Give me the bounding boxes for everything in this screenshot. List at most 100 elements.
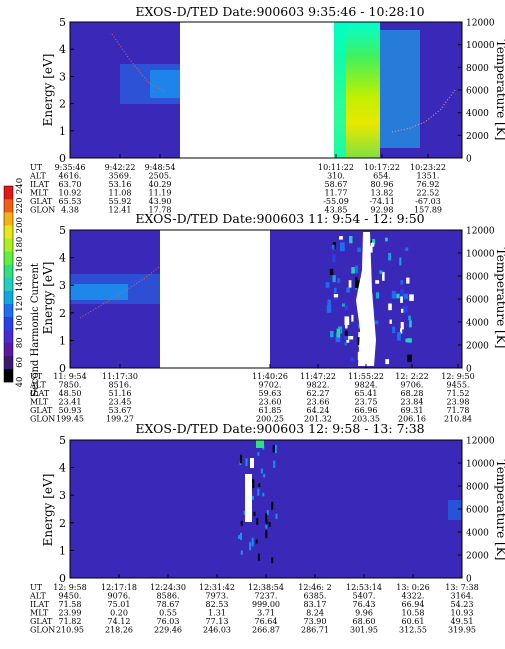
y-tick-label: 1	[59, 125, 66, 138]
table-cell: 9450.	[59, 592, 82, 601]
table-cell: 58.67	[325, 180, 348, 189]
colorbar-label: Second Harmonic Current	[30, 263, 41, 397]
table-cell: 199.27	[106, 415, 134, 424]
texture-mark	[265, 520, 268, 525]
table-cell: -67.03	[415, 197, 441, 206]
table-cell: 999.00	[252, 600, 280, 609]
panel-2: EXOS-D/TED Date:900603 11: 9:54 - 12: 9:…	[29, 211, 505, 424]
table-cell: 210.84	[444, 415, 472, 424]
texture-mark	[253, 511, 256, 516]
colorbar: 40 60 80 100 120 140 160 180 200 220 240 Second Ha…	[3, 178, 41, 397]
table-cell: 11:47:22	[300, 372, 336, 381]
table-cell: 3569.	[109, 172, 132, 181]
panel-3-ylabel: Energy [eV]	[41, 474, 55, 547]
texture-mark	[271, 557, 274, 564]
table-cell: 157.89	[414, 206, 442, 215]
y-right-tick-label: 0	[466, 575, 472, 585]
speckle	[335, 337, 341, 343]
table-cell: 23.84	[401, 398, 424, 407]
speckle	[344, 316, 350, 326]
y-tick-label: 1	[59, 334, 66, 347]
speckle	[370, 242, 375, 247]
row-label: UT	[30, 583, 43, 592]
speckle	[405, 247, 409, 251]
table-cell: 65.53	[59, 197, 82, 206]
speckle	[333, 287, 337, 294]
colorbar-tick-label: 180	[15, 237, 25, 253]
colorbar-tick-label: 220	[15, 197, 25, 213]
table-cell: 0.55	[159, 609, 177, 618]
row-label: GLON	[30, 415, 55, 424]
y-tick-label: 2	[59, 517, 66, 530]
speckle	[391, 290, 396, 299]
texture-mark	[265, 513, 268, 522]
table-cell: 654.	[373, 172, 391, 181]
y-tick-label: 1	[59, 544, 66, 557]
table-cell: 4.38	[61, 206, 79, 215]
y-right-tick-label: 12000	[466, 227, 495, 237]
table-cell: 0.20	[110, 609, 128, 618]
panel-1-plot	[69, 21, 463, 159]
table-cell: 75.01	[108, 600, 131, 609]
table-cell: 11: 9:54	[53, 372, 86, 381]
table-cell: 23.41	[59, 398, 82, 407]
table-cell: 8.24	[306, 609, 324, 618]
row-label: ILAT	[30, 600, 50, 609]
panel-2-plot	[69, 229, 463, 369]
colorbar-tick-label: 100	[15, 315, 25, 331]
y-tick-label: 0	[59, 362, 66, 375]
table-cell: 218.26	[105, 626, 133, 635]
colorbar-swatch	[4, 199, 13, 213]
table-cell: -74.11	[369, 197, 395, 206]
y-right-tick-label: 10000	[466, 250, 495, 260]
speckle	[372, 239, 376, 245]
speckle	[354, 280, 360, 289]
speckle	[375, 280, 380, 284]
y-right-tick-label: 0	[466, 365, 472, 375]
texture-mark	[273, 460, 276, 468]
speckle	[351, 267, 355, 274]
texture-mark	[249, 542, 252, 551]
table-cell: 66.96	[355, 406, 378, 415]
table-cell: 80.96	[371, 180, 394, 189]
row-label: ILAT	[30, 180, 50, 189]
texture-mark	[252, 495, 254, 500]
colorbar-swatch	[4, 290, 13, 304]
y-right-tick-label: 4000	[466, 109, 489, 119]
table-cell: 10.92	[59, 189, 82, 198]
speckle	[382, 271, 385, 281]
speckle	[355, 265, 359, 274]
speckle	[351, 314, 354, 322]
row-label: ILAT	[30, 389, 50, 398]
texture-mark	[260, 468, 263, 474]
panel-1-segment-a-band-core	[150, 70, 180, 98]
speckle	[332, 244, 335, 250]
table-cell: 9:35:46	[55, 163, 86, 172]
row-label: GLON	[30, 206, 55, 215]
speckle	[396, 293, 400, 299]
colorbar-swatch	[4, 355, 13, 370]
table-cell: 12:17:18	[101, 583, 137, 592]
table-cell: 12:46: 2	[298, 583, 331, 592]
speckle	[344, 342, 347, 346]
speckle	[388, 303, 392, 311]
speckle	[400, 289, 404, 297]
table-cell: 83.17	[304, 600, 327, 609]
panel-3-white-gap-small	[250, 458, 254, 468]
texture-mark	[258, 483, 261, 487]
panel-2-white-gap	[356, 232, 376, 366]
speckle	[399, 257, 402, 266]
table-cell: 53.67	[109, 406, 132, 415]
texture-mark	[265, 530, 268, 539]
colorbar-swatch	[4, 264, 13, 278]
table-cell: 199.45	[56, 415, 84, 424]
panel-1-title: EXOS-D/TED Date:900603 9:35:46 - 10:28:1…	[135, 4, 424, 19]
table-cell: 2505.	[149, 172, 172, 181]
texture-mark	[240, 520, 243, 526]
table-cell: 9076.	[108, 592, 131, 601]
panel-2-segment-a-band-core	[70, 284, 128, 300]
speckle	[400, 296, 403, 303]
speckle	[357, 337, 361, 345]
table-cell: 11.19	[149, 189, 172, 198]
